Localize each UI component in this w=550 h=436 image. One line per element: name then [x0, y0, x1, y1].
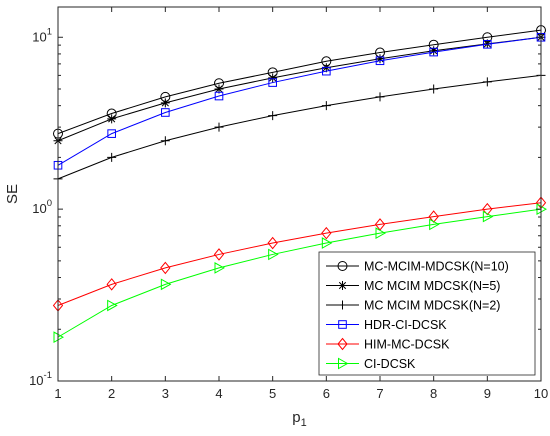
series-6-point-5	[268, 248, 279, 261]
series-6-point-7	[375, 227, 387, 239]
legend-item-6: CI-DCSK	[326, 357, 416, 371]
legend-box	[318, 251, 536, 376]
legend-item-3: MC MCIM MDCSK(N=2)	[326, 299, 500, 313]
series-5-line	[57, 202, 542, 306]
series-4-point-8	[429, 47, 438, 57]
series-4-point-5	[268, 78, 277, 87]
series-3-point-6	[321, 101, 331, 111]
legend-label: CI-DCSK	[364, 357, 416, 371]
series-2-point-8	[429, 46, 439, 56]
series-3-point-8	[429, 84, 439, 94]
series-layer	[52, 25, 548, 343]
legend-swatch-marker	[337, 337, 348, 351]
x-axis-label: p1	[292, 409, 306, 429]
legend-label: MC MCIM MDCSK(N=2)	[364, 299, 500, 313]
x-tick-label-8: 8	[430, 386, 437, 401]
y-tick-label-base: 10	[29, 373, 43, 388]
series-6-point-6	[321, 237, 333, 249]
series-2-point-7	[375, 54, 385, 64]
series-5-point-5	[267, 236, 278, 250]
y-tick-label-exponent: 0	[47, 198, 52, 209]
series-6-point-9	[482, 210, 494, 223]
legend-item-5: HIM-MC-DCSK	[326, 338, 450, 352]
series-5-point-3	[160, 261, 171, 275]
series-3-point-5	[268, 111, 278, 121]
series-3-point-2	[107, 152, 117, 162]
x-tick-label-10: 10	[534, 386, 548, 401]
series-5-point-6	[321, 226, 332, 240]
series-5-point-2	[106, 278, 117, 291]
y-tick-label-1: 10-1	[29, 370, 52, 388]
x-tick-label-4: 4	[215, 386, 222, 401]
x-tick-label-6: 6	[323, 386, 330, 401]
series-6-point-4	[214, 262, 226, 274]
series-2-line	[57, 36, 542, 142]
y-tick-label-exponent: -1	[44, 370, 52, 381]
series-6-line	[57, 208, 542, 338]
series-6-point-3	[160, 278, 172, 291]
axes-layer	[57, 6, 542, 382]
y-tick-label-exponent: 1	[47, 26, 52, 37]
legend-item-4: HDR-CI-DCSK	[326, 318, 447, 332]
x-axis-label-main: p	[292, 409, 300, 426]
y-axis-label: SE	[4, 184, 21, 204]
x-tick-label-1: 1	[54, 386, 61, 401]
series-4-point-2	[107, 129, 116, 138]
legend-swatch-marker	[338, 300, 347, 310]
legend-label: HDR-CI-DCSK	[364, 318, 447, 332]
series-5-point-9	[482, 202, 493, 216]
x-axis-label-subscript: 1	[301, 417, 307, 429]
series-2-point-3	[160, 98, 170, 108]
series-6-point-2	[107, 299, 118, 312]
series-4-point-6	[322, 66, 331, 76]
x-tick-label-3: 3	[162, 386, 169, 401]
legend-label: MC MCIM MDCSK(N=5)	[364, 279, 500, 293]
legend-label: HIM-MC-DCSK	[364, 338, 450, 352]
series-2-point-4	[214, 84, 224, 94]
legend-swatch-marker	[338, 281, 347, 290]
series-3-point-3	[160, 136, 170, 146]
legend-item-2: MC MCIM MDCSK(N=5)	[326, 279, 500, 293]
x-tick-label-2: 2	[108, 386, 115, 401]
series-2-point-2	[107, 114, 117, 124]
legend-label: MC-MCIM-MDCSK(N=10)	[364, 260, 509, 274]
series-3-line	[57, 74, 542, 180]
axes-box	[57, 6, 542, 382]
series-6-point-8	[429, 218, 440, 231]
y-tick-label-base: 10	[32, 201, 46, 216]
y-tick-label-3: 101	[32, 26, 52, 44]
series-2-point-5	[268, 73, 278, 83]
y-tick-label-2: 100	[32, 198, 52, 216]
series-4-point-9	[483, 40, 492, 49]
series-5-point-4	[213, 248, 225, 261]
series-3	[53, 70, 546, 184]
series-4	[53, 32, 546, 170]
x-tick-label-9: 9	[484, 386, 491, 401]
series-1-line	[57, 29, 542, 135]
series-3-point-4	[214, 122, 224, 132]
series-4-point-4	[214, 91, 224, 101]
legend-swatch-marker	[337, 261, 348, 271]
legend-item-1: MC-MCIM-MDCSK(N=10)	[326, 260, 509, 274]
legend-swatch-marker	[338, 357, 349, 370]
series-4-point-7	[375, 56, 385, 66]
legend-swatch-marker	[338, 320, 347, 329]
series-3-point-7	[375, 92, 385, 102]
y-tick-label-base: 10	[32, 29, 46, 44]
x-tick-label-5: 5	[269, 386, 276, 401]
series-4-point-3	[161, 108, 170, 117]
x-tick-label-7: 7	[376, 386, 383, 401]
series-3-point-9	[482, 77, 492, 87]
legend: MC-MCIM-MDCSK(N=10) MC MCIM MDCSK(N=5) MC …	[318, 251, 536, 376]
series-4-line	[57, 36, 542, 166]
